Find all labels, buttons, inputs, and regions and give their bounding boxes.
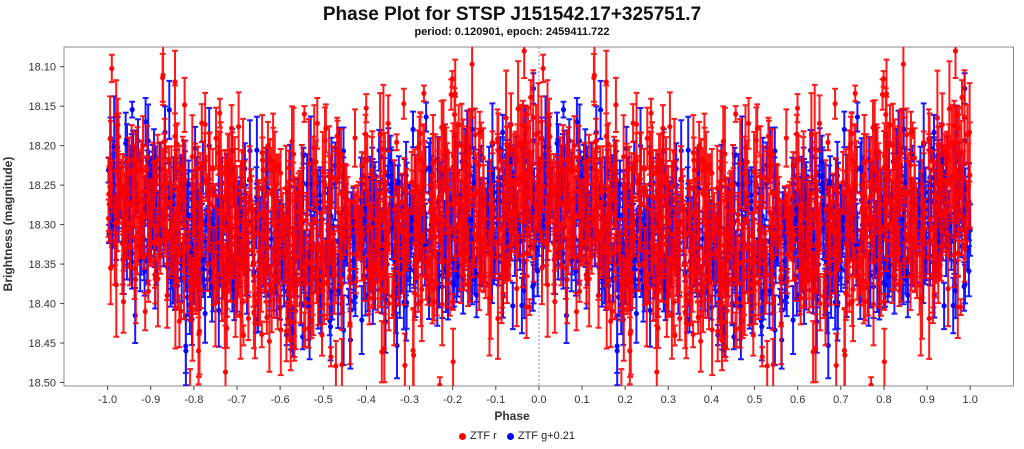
svg-text:18.20: 18.20 [28,141,56,153]
svg-text:-0.1: -0.1 [486,394,505,406]
svg-text:18.10: 18.10 [28,62,56,74]
svg-text:0.9: 0.9 [919,394,934,406]
svg-text:0.3: 0.3 [661,394,676,406]
svg-text:18.35: 18.35 [28,259,56,271]
svg-text:18.25: 18.25 [28,180,56,192]
svg-text:-0.6: -0.6 [271,394,290,406]
svg-text:-0.9: -0.9 [141,394,160,406]
svg-text:-0.7: -0.7 [228,394,247,406]
svg-text:18.15: 18.15 [28,101,56,113]
svg-text:-0.3: -0.3 [400,394,419,406]
svg-text:0.0: 0.0 [531,394,546,406]
svg-text:18.30: 18.30 [28,220,56,232]
svg-text:1.0: 1.0 [963,394,978,406]
svg-text:0.6: 0.6 [790,394,805,406]
svg-text:-1.0: -1.0 [98,394,117,406]
svg-text:0.4: 0.4 [704,394,719,406]
svg-text:0.7: 0.7 [833,394,848,406]
svg-text:-0.5: -0.5 [314,394,333,406]
svg-text:0.8: 0.8 [876,394,891,406]
svg-text:18.50: 18.50 [28,378,56,390]
svg-text:0.5: 0.5 [747,394,762,406]
svg-text:0.1: 0.1 [574,394,589,406]
svg-text:-0.2: -0.2 [443,394,462,406]
svg-text:0.2: 0.2 [618,394,633,406]
svg-text:18.45: 18.45 [28,338,56,350]
svg-text:-0.8: -0.8 [184,394,203,406]
svg-text:18.40: 18.40 [28,299,56,311]
svg-text:-0.4: -0.4 [357,394,376,406]
